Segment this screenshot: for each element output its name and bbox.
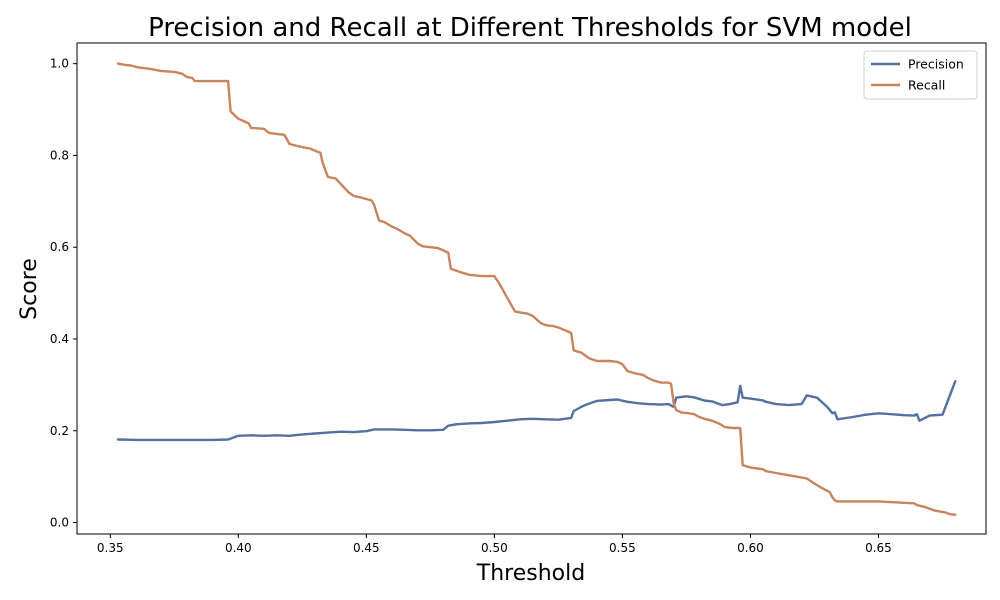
x-tick-label: 0.55 [609, 541, 636, 555]
y-axis-label: Score [17, 258, 42, 320]
y-tick-label: 0.0 [50, 516, 69, 530]
series-line-recall [116, 62, 957, 516]
y-tick-label: 0.6 [50, 240, 69, 254]
x-tick-label: 0.50 [481, 541, 508, 555]
y-tick-label: 0.4 [50, 332, 69, 346]
x-axis-label: Threshold [476, 561, 585, 586]
axes-frame [76, 42, 987, 535]
x-tick-label: 0.60 [737, 541, 764, 555]
legend-label-precision: Precision [908, 57, 964, 72]
legend: Precision Recall [863, 50, 978, 100]
x-tick-label: 0.45 [353, 541, 380, 555]
y-tick-label: 1.0 [50, 57, 69, 71]
x-tick-label: 0.65 [865, 541, 892, 555]
y-tick-label: 0.2 [50, 424, 69, 438]
legend-label-recall: Recall [908, 78, 945, 93]
y-tick-label: 0.8 [50, 148, 69, 162]
series-line-precision [116, 380, 957, 442]
x-tick-label: 0.40 [225, 541, 252, 555]
plot-area: 0.35 0.40 0.45 0.50 0.55 0.60 0.65 0.0 0.2 0.4 0.6… [50, 42, 987, 555]
x-tick-label: 0.35 [97, 541, 124, 555]
chart-title: Precision and Recall at Different Thresh… [148, 13, 912, 43]
